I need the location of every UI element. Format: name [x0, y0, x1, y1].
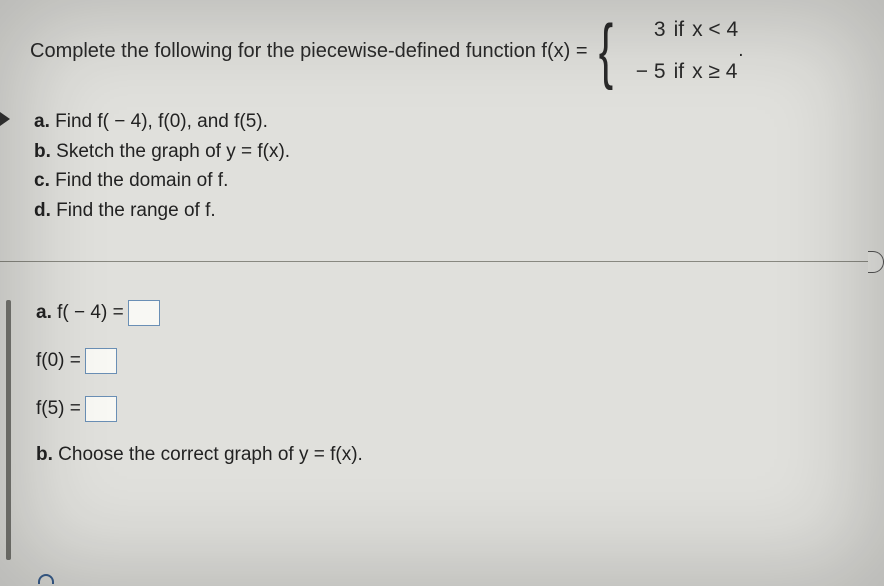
header-intro-text: Complete the following for the piecewise… [30, 40, 588, 63]
answer-b-text: Choose the correct graph of y = f(x). [53, 444, 363, 465]
input-f-5[interactable] [85, 396, 117, 422]
divider-line [0, 261, 884, 262]
left-marker-triangle [0, 112, 10, 126]
case2-value: − 5 [624, 60, 666, 84]
answer-f0: f(0) = [36, 348, 854, 374]
part-b-desc: b. Sketch the graph of y = f(x). [34, 138, 854, 167]
case1-value: 3 [624, 18, 666, 42]
answer-f5-label: f(5) = [36, 398, 81, 420]
left-brace: { [598, 21, 612, 81]
photo-vignette [0, 0, 884, 586]
answer-a-label: a. f( − 4) = [36, 302, 124, 324]
answer-a-prefix: a. [36, 302, 52, 323]
case2-if: if [674, 60, 685, 84]
scroll-indicator [6, 300, 11, 560]
case-1: 3 if x < 4 [624, 18, 739, 42]
input-f-neg4[interactable] [128, 300, 160, 326]
question-header: Complete the following for the piecewise… [30, 18, 854, 84]
part-b-text: Sketch the graph of y = f(x). [51, 141, 290, 162]
part-c-text: Find the domain of f. [50, 170, 229, 191]
case1-if: if [674, 18, 685, 42]
part-c: c. Find the domain of f. [34, 167, 854, 196]
input-f-0[interactable] [85, 348, 117, 374]
part-a-text: Find f( − 4), f(0), and f(5). [50, 111, 268, 132]
section-divider [0, 261, 884, 262]
question-page: Complete the following for the piecewise… [0, 0, 884, 586]
piecewise-cases: 3 if x < 4 − 5 if x ≥ 4 [624, 18, 739, 84]
part-d-label: d. [34, 200, 51, 221]
answer-a-fneg4: a. f( − 4) = [36, 300, 854, 326]
answer-f5: f(5) = [36, 396, 854, 422]
divider-endcap-icon [868, 251, 884, 273]
answer-b: b. Choose the correct graph of y = f(x). [36, 444, 854, 466]
part-d: d. Find the range of f. [34, 197, 854, 226]
answer-fneg4-label: f( − 4) = [52, 302, 124, 323]
piecewise-definition: { 3 if x < 4 − 5 if x ≥ 4 [594, 18, 739, 84]
answer-b-prefix: b. [36, 444, 53, 465]
case2-condition: x ≥ 4 [692, 60, 737, 84]
radio-option-icon[interactable] [38, 574, 54, 584]
part-c-label: c. [34, 170, 50, 191]
answer-f0-label: f(0) = [36, 350, 81, 372]
answer-section: a. f( − 4) = f(0) = f(5) = b. Choose the… [36, 300, 854, 466]
subparts-list: a. Find f( − 4), f(0), and f(5). b. Sket… [34, 108, 854, 225]
case-2: − 5 if x ≥ 4 [624, 60, 739, 84]
header-period: . [738, 40, 743, 62]
case1-condition: x < 4 [692, 18, 738, 42]
part-d-text: Find the range of f. [51, 200, 216, 221]
part-b-label: b. [34, 141, 51, 162]
part-a: a. Find f( − 4), f(0), and f(5). [34, 108, 854, 137]
part-a-label: a. [34, 111, 50, 132]
